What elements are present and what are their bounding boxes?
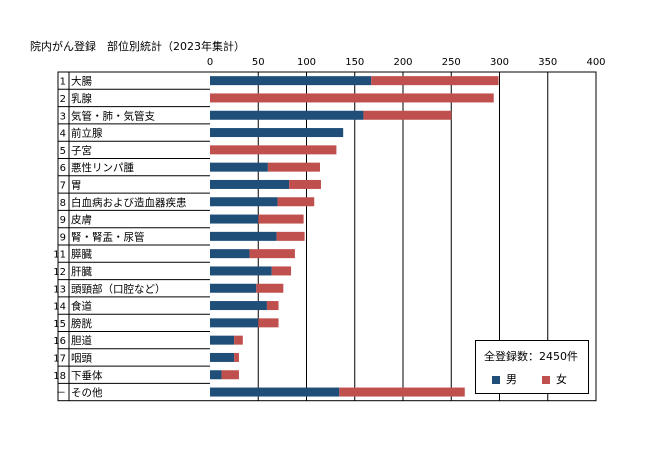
bar-male [210, 318, 259, 328]
legend-swatch-male [492, 376, 500, 384]
rank-label: 2 [60, 94, 66, 105]
bar-female [234, 352, 239, 362]
legend-item-female: 女 [542, 371, 567, 387]
legend-swatch-female [542, 376, 550, 384]
bar-female [363, 110, 452, 120]
x-tick-label: 350 [538, 57, 557, 68]
x-tick-label: 300 [490, 57, 509, 68]
rank-label: 3 [60, 111, 66, 122]
bar-female [371, 76, 499, 86]
legend-item-male: 男 [492, 371, 517, 387]
category-label: 大腸 [71, 75, 92, 88]
category-label: 膵臓 [71, 249, 92, 261]
bar-male [210, 179, 290, 189]
bar-female [221, 370, 239, 380]
category-label: 前立腺 [71, 127, 103, 140]
bar-female [271, 266, 292, 276]
legend: 全登録数：2450件 男 女 [475, 340, 589, 394]
bar-female [258, 214, 304, 224]
rank-label: － [56, 388, 66, 399]
category-label: 膀胱 [71, 317, 92, 330]
legend-total: 全登録数：2450件 [484, 348, 578, 364]
bar-male [210, 162, 268, 172]
legend-label-female: 女 [556, 373, 567, 386]
rank-label: 9 [60, 215, 66, 226]
bar-male [210, 110, 364, 120]
bar-male [210, 283, 257, 293]
rank-label: 14 [53, 302, 66, 313]
bar-male [210, 249, 250, 259]
bar-female [289, 179, 321, 189]
x-tick-label: 250 [442, 57, 461, 68]
bar-female [276, 231, 305, 241]
category-label: 皮膚 [71, 213, 92, 226]
category-label: 頭頸部（口腔など） [71, 282, 166, 295]
legend-total-label: 全登録数： [484, 350, 539, 363]
rank-label: 11 [53, 250, 66, 261]
rank-label: 17 [53, 353, 66, 364]
category-label: 胃 [71, 179, 82, 191]
category-label: 乳腺 [71, 92, 92, 105]
bar-female [234, 335, 243, 345]
bar-male [210, 197, 278, 207]
bar-male [210, 231, 277, 241]
bar-male [210, 266, 272, 276]
rank-label: 15 [53, 319, 66, 330]
bar-female [210, 145, 337, 155]
rank-label: 5 [60, 146, 66, 157]
chart-title: 院内がん登録 部位別統計（2023年集計） [30, 40, 245, 53]
bar-female [339, 387, 465, 397]
category-label: 胆道 [71, 334, 92, 347]
x-tick-label: 400 [586, 57, 605, 68]
legend-label-male: 男 [506, 373, 517, 386]
rank-label: 16 [53, 336, 66, 347]
bar-male [210, 214, 259, 224]
rank-label: 8 [60, 198, 66, 209]
category-label: 肝臓 [71, 266, 92, 278]
category-label: 腎・腎盂・尿管 [71, 230, 145, 243]
category-label: 咽頭 [71, 352, 92, 364]
x-tick-label: 50 [252, 57, 265, 68]
rank-label: 12 [53, 267, 66, 278]
rank-label: 9 [60, 232, 66, 243]
bar-male [210, 301, 267, 311]
bar-female [258, 318, 279, 328]
category-label: その他 [71, 386, 103, 399]
x-tick-label: 150 [345, 57, 364, 68]
category-label: 白血病および造血器疾患 [71, 196, 187, 209]
bar-female [210, 93, 494, 103]
bar-female [256, 283, 284, 293]
rank-label: 7 [60, 180, 66, 191]
category-label: 気管・肺・気管支 [71, 109, 155, 122]
rank-label: 13 [53, 284, 66, 295]
rank-label: 6 [60, 163, 66, 174]
x-tick-label: 0 [207, 57, 213, 68]
x-tick-label: 100 [297, 57, 316, 68]
bar-male [210, 370, 222, 380]
bar-female [277, 197, 315, 207]
category-label: 食道 [71, 300, 92, 313]
rank-label: 4 [60, 129, 66, 140]
category-label: 悪性リンパ腫 [71, 161, 134, 174]
bar-male [210, 387, 340, 397]
category-label: 下垂体 [71, 370, 103, 382]
bar-female [267, 162, 321, 172]
bar-female [249, 249, 295, 259]
bar-male [210, 335, 235, 345]
bar-male [210, 128, 344, 138]
rank-label: 18 [53, 371, 66, 382]
bar-female [266, 301, 279, 311]
rank-label: 1 [60, 77, 66, 88]
bar-male [210, 76, 372, 86]
bar-male [210, 352, 235, 362]
category-label: 子宮 [71, 144, 92, 157]
legend-total-value: 2450件 [539, 350, 578, 363]
x-tick-label: 200 [393, 57, 412, 68]
